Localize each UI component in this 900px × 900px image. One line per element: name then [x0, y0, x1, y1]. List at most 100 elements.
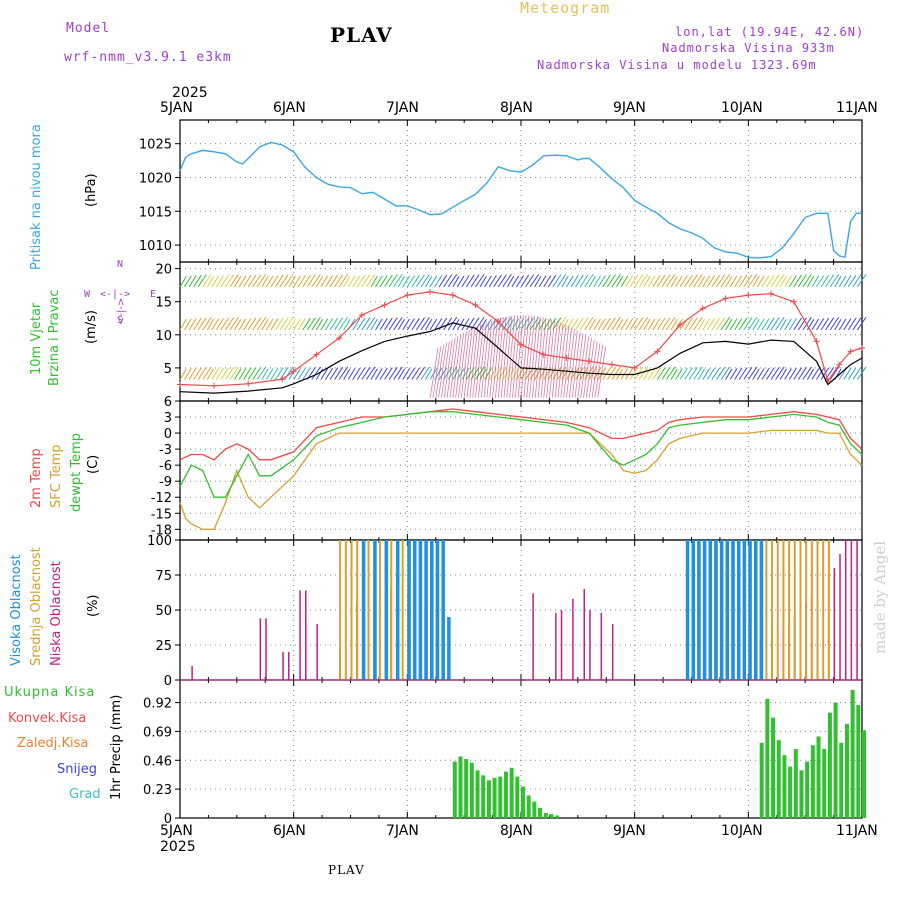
wind-barb-icon [793, 274, 802, 288]
wind-barb-icon [179, 276, 187, 288]
wind-barb-icon [752, 276, 760, 288]
wind-barb-icon [766, 367, 775, 380]
cloud-bar [259, 618, 262, 680]
wind-barb-icon [320, 318, 329, 331]
wind-barb-icon [766, 317, 775, 331]
wind-barb-icon [388, 367, 398, 380]
y-tick-label: 75 [155, 569, 172, 584]
y-tick-label: 50 [155, 604, 172, 619]
wind-barb-icon [479, 368, 487, 380]
wind-barb-icon [356, 274, 366, 288]
wind-barb-icon [738, 274, 748, 288]
wind-barb-icon [847, 317, 857, 331]
wind-barb-icon [379, 275, 388, 288]
wind-barb-icon [688, 317, 698, 331]
temp-dew-line [179, 411, 863, 498]
wind-barb-icon [802, 317, 812, 331]
gust-marker [847, 348, 854, 355]
cloud-bar [316, 624, 318, 680]
precip-bar [509, 767, 514, 818]
wind-barb-icon [443, 274, 453, 288]
cloud-bar [742, 540, 747, 680]
wind-barb-icon [652, 318, 661, 331]
wind-barb-icon [770, 367, 780, 380]
wind-hatch-icon [497, 316, 507, 398]
wind-barb-icon [329, 317, 339, 331]
wind-barb-icon [461, 275, 470, 288]
wind-barb-icon [188, 275, 197, 288]
wind-barb-icon [361, 274, 371, 288]
wind-barb-icon [384, 317, 393, 331]
wind-barb-icon [188, 367, 197, 380]
y-tick-label: 6 [164, 395, 172, 410]
wind-barb-icon [693, 317, 703, 331]
wind-barb-icon [525, 317, 535, 331]
bottom-date-label: 10JAN [721, 823, 763, 839]
wind-barb-icon [234, 276, 242, 288]
compass-n-icon: N [117, 259, 124, 270]
wind-barb-icon [452, 276, 460, 288]
wind-hatch-icon [568, 330, 578, 398]
wind-hatch-icon [477, 322, 487, 398]
wind-barb-icon [784, 318, 792, 331]
wind-barb-icon [625, 318, 634, 331]
wind-hatch-icon [455, 332, 465, 398]
wind-barb-icon [588, 319, 596, 331]
wind-barb-icon [470, 274, 480, 288]
wind-barb-icon [779, 319, 787, 331]
wind-barb-icon [584, 273, 594, 288]
wind-barb-icon [688, 274, 698, 288]
wind-barb-icon [215, 275, 224, 288]
y-tick-label: 0.23 [143, 783, 172, 798]
gust-marker [745, 292, 752, 299]
wind-barb-icon [625, 275, 634, 288]
wind-barb-icon [520, 367, 530, 380]
cloud-bar [810, 540, 813, 680]
wind-hatch-icon [571, 331, 581, 398]
model-name: wrf-nmm_v3.9.1 e3km [64, 50, 232, 65]
wind-hatch-icon [594, 344, 604, 398]
wind-barb-icon [275, 317, 284, 331]
y-tick-label: 25 [155, 639, 172, 654]
gust-marker [768, 290, 775, 297]
wind-barb-icon [620, 275, 629, 288]
y-tick-label: 0 [164, 674, 172, 689]
wind-barb-icon [479, 276, 487, 288]
wind-barb-icon [616, 276, 624, 288]
gust-marker [836, 361, 843, 368]
wind-barb-icon [347, 368, 356, 380]
cloud-bar [435, 540, 440, 680]
wind-barb-icon [506, 276, 515, 288]
product-title: Meteogram [520, 0, 611, 17]
wind-barb-icon [638, 317, 649, 331]
model-elevation-info: Nadmorska Visina u modelu 1323.69m [537, 58, 817, 72]
wind-barb-icon [261, 276, 269, 288]
wind-barb-icon [411, 274, 420, 288]
gust-marker [586, 358, 593, 365]
wind-barb-icon [497, 274, 507, 288]
precip-bar [810, 745, 815, 818]
wind-barb-icon [602, 274, 611, 288]
cloud-bar [532, 593, 534, 680]
wind-barb-icon [716, 274, 726, 288]
wind-barb-icon [843, 318, 852, 331]
wind-barb-icon [384, 367, 393, 380]
wind-barb-icon [702, 368, 711, 380]
wind-barb-icon [811, 275, 820, 288]
temp-2m-line [179, 408, 863, 461]
wind-barb-icon [229, 273, 239, 288]
compass-arrow-h-icon: <-|-> [100, 289, 131, 300]
wind-barb-icon [661, 317, 671, 331]
wind-barb-icon [825, 317, 835, 331]
wind-barb-icon [816, 318, 825, 331]
y-tick-label: 5 [164, 362, 172, 377]
wind-barb-icon [411, 367, 420, 380]
wind-barb-icon [797, 274, 807, 288]
cloud-bar [555, 612, 557, 680]
wind-barb-icon [797, 317, 807, 331]
wind-barb-icon [706, 275, 716, 288]
wind-barb-icon [402, 275, 410, 288]
cloud-bar [287, 652, 290, 680]
wind-barb-icon [211, 368, 220, 380]
wind-barb-icon [256, 366, 267, 380]
